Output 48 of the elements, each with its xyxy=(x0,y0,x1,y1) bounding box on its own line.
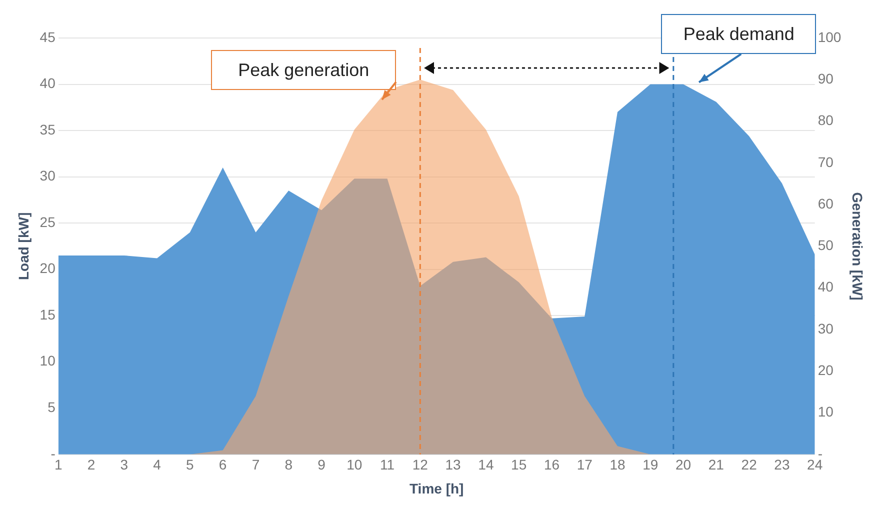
y2-tick-label: 100 xyxy=(818,28,842,45)
x-tick-label: 12 xyxy=(412,456,428,473)
x-axis-title: Time [h] xyxy=(410,480,464,496)
y-tick-label: - xyxy=(50,445,56,462)
x-tick-label: 18 xyxy=(610,456,626,473)
x-tick-label: 20 xyxy=(675,456,692,473)
y-tick-label: 5 xyxy=(48,398,56,415)
y-tick-label: 20 xyxy=(40,260,56,276)
y-tick-label: 10 xyxy=(40,352,56,369)
x-tick-label: 19 xyxy=(642,456,658,473)
y2-tick-label: 80 xyxy=(818,112,834,128)
x-tick-label: 5 xyxy=(186,456,194,473)
y-tick-label: 45 xyxy=(40,28,56,45)
y-tick-label: 35 xyxy=(40,121,56,138)
x-tick-label: 14 xyxy=(478,456,494,473)
y-tick-label: 15 xyxy=(40,306,56,322)
y2-axis-title: Generation [kW] xyxy=(850,192,866,300)
x-tick-label: 15 xyxy=(511,456,527,473)
y2-tick-label: 50 xyxy=(818,237,834,254)
y2-tick-label: 70 xyxy=(818,154,834,170)
x-tick-label: 17 xyxy=(576,456,593,473)
x-tick-label: 3 xyxy=(120,456,128,473)
x-tick-label: 1 xyxy=(54,456,62,473)
x-tick-label: 6 xyxy=(218,456,227,473)
x-tick-label: 10 xyxy=(346,456,362,473)
x-tick-label: 23 xyxy=(774,456,790,473)
y-tick-label: 30 xyxy=(40,168,56,184)
y-tick-label: 25 xyxy=(40,214,56,230)
x-tick-label: 13 xyxy=(445,456,462,473)
y2-tick-label: 20 xyxy=(818,362,834,378)
y2-tick-label: 30 xyxy=(818,320,834,336)
x-tick-label: 11 xyxy=(380,456,395,473)
y2-tick-label: 60 xyxy=(818,195,834,212)
x-tick-label: 9 xyxy=(318,456,326,473)
x-tick-label: 8 xyxy=(284,456,293,473)
x-tick-label: 16 xyxy=(544,456,560,473)
ref-line-label: Peak demand xyxy=(661,14,816,54)
x-tick-label: 2 xyxy=(87,456,96,473)
y2-tick-label: 90 xyxy=(818,70,834,86)
y-tick-label: 40 xyxy=(40,75,56,92)
x-tick-label: 22 xyxy=(741,456,758,473)
y2-tick-label: 10 xyxy=(818,404,834,420)
x-tick-label: 7 xyxy=(252,456,260,473)
ref-line-label: Peak generation xyxy=(211,50,396,90)
y-axis-title: Load [kW] xyxy=(15,212,32,280)
x-tick-label: 21 xyxy=(708,456,724,473)
y2-tick-label: 40 xyxy=(818,278,834,295)
x-tick-label: 4 xyxy=(153,456,162,473)
